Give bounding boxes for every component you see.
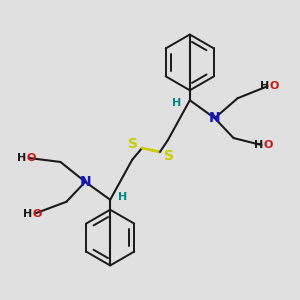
Text: O: O [269,81,279,91]
Text: N: N [80,175,91,189]
Text: O: O [27,153,36,163]
Text: H: H [172,98,182,108]
Text: H: H [118,192,128,202]
Text: S: S [128,137,138,151]
Text: S: S [164,149,174,163]
Text: O: O [32,209,42,219]
Text: H: H [23,209,32,219]
Text: H: H [17,153,27,163]
Text: H: H [254,140,263,150]
Text: N: N [209,111,220,125]
Text: O: O [263,140,273,150]
Text: H: H [260,81,269,91]
